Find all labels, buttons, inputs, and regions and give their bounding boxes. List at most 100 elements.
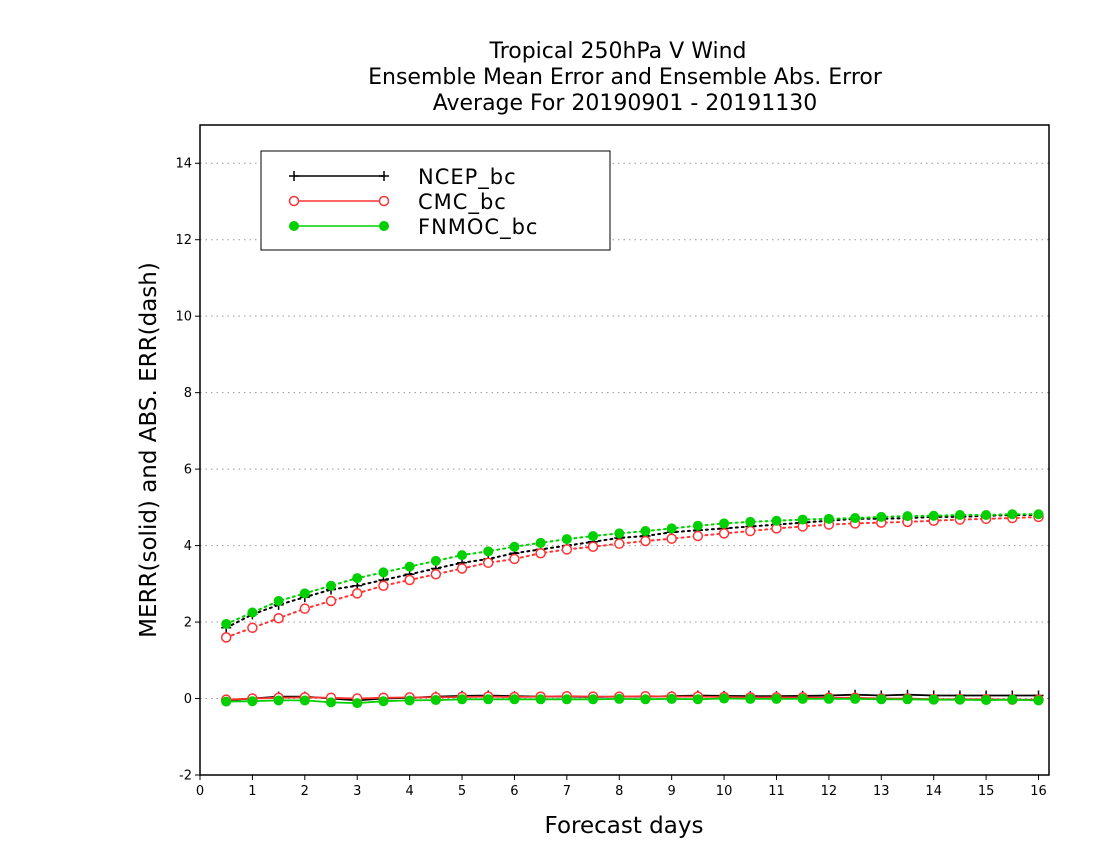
point-merr-fnmoc-bc (430, 695, 441, 706)
legend-marker-fnmoc-left (289, 221, 299, 231)
point-abs-err-fnmoc-bc (719, 518, 730, 529)
point-abs-err-cmc-bc (561, 544, 573, 555)
point-abs-err-fnmoc-bc (954, 510, 965, 520)
y-axis: -2 0 2 4 6 8 10 12 14 (175, 157, 200, 784)
legend-marker-cmc-right (378, 195, 390, 207)
point-abs-err-fnmoc-bc (640, 526, 651, 537)
y-axis-title: MERR(solid) and ABS. ERR(dash) (136, 262, 162, 638)
x-axis-title: Forecast days (545, 813, 704, 839)
x-tick-label: 8 (615, 784, 623, 799)
chart-title-line-1: Tropical 250hPa V Wind (488, 39, 746, 64)
point-merr-fnmoc-bc (299, 695, 310, 706)
x-tick-label: 0 (196, 784, 204, 799)
point-abs-err-fnmoc-bc (404, 561, 415, 572)
x-axis: 0 1 2 3 4 5 6 7 8 9 10 11 12 13 14 15 16 (196, 775, 1047, 799)
point-abs-err-fnmoc-bc (588, 531, 599, 542)
point-merr-fnmoc-bc (876, 694, 887, 705)
x-tick-label: 9 (668, 784, 676, 799)
point-abs-err-fnmoc-bc (850, 513, 861, 524)
point-merr-fnmoc-bc (561, 694, 572, 705)
point-abs-err-fnmoc-bc (457, 550, 468, 561)
y-tick-label: 6 (184, 463, 192, 478)
point-abs-err-cmc-bc (718, 528, 730, 539)
point-abs-err-cmc-bc (299, 603, 311, 614)
chart-title: Tropical 250hPa V Wind Ensemble Mean Err… (368, 39, 883, 116)
point-merr-fnmoc-bc (535, 694, 546, 705)
point-merr-fnmoc-bc (457, 694, 468, 705)
legend-label-ncep: NCEP_bc (418, 165, 517, 190)
point-merr-fnmoc-bc (1007, 694, 1018, 705)
point-merr-fnmoc-bc (745, 693, 756, 704)
x-tick-label: 13 (873, 784, 890, 799)
point-abs-err-cmc-bc (666, 533, 677, 544)
point-abs-err-fnmoc-bc (876, 511, 887, 522)
point-abs-err-fnmoc-bc (614, 528, 625, 539)
x-tick-label: 7 (563, 784, 571, 799)
abs-err-line-fnmoc-bc (225, 513, 1040, 625)
point-merr-fnmoc-bc (719, 693, 730, 704)
point-merr-fnmoc-bc (378, 696, 389, 707)
legend-marker-ncep (289, 171, 389, 181)
point-abs-err-cmc-bc (351, 588, 363, 599)
legend-label-cmc: CMC_bc (418, 190, 507, 215)
point-merr-fnmoc-bc (823, 693, 834, 704)
point-abs-err-fnmoc-bc (483, 546, 494, 557)
point-abs-err-cmc-bc (692, 530, 704, 542)
x-tick-label: 14 (925, 784, 942, 799)
y-tick-label: 12 (175, 233, 192, 248)
point-abs-err-fnmoc-bc (221, 618, 232, 629)
point-abs-err-cmc-bc (220, 632, 232, 643)
point-abs-err-cmc-bc (482, 557, 494, 569)
point-merr-fnmoc-bc (666, 693, 677, 704)
legend: NCEP_bc CMC_bc FNMOC_bc (260, 150, 611, 251)
point-merr-fnmoc-bc (981, 695, 992, 706)
y-tick-label: 14 (175, 157, 192, 172)
point-merr-fnmoc-bc (509, 694, 520, 705)
point-abs-err-fnmoc-bc (797, 514, 808, 525)
plot-series (220, 509, 1044, 709)
point-abs-err-fnmoc-bc (771, 515, 782, 526)
y-tick-label: -2 (179, 769, 192, 784)
point-abs-err-fnmoc-bc (1007, 509, 1018, 520)
legend-marker-cmc-left (288, 195, 300, 207)
point-abs-err-cmc-bc (273, 612, 284, 624)
point-merr-fnmoc-bc (614, 693, 625, 704)
abs-err-line-ncep-bc (225, 514, 1040, 629)
point-abs-err-cmc-bc (587, 541, 599, 552)
point-abs-err-fnmoc-bc (535, 537, 546, 548)
point-abs-err-cmc-bc (430, 569, 442, 580)
legend-marker-fnmoc-right (379, 221, 389, 231)
x-tick-label: 6 (510, 784, 518, 799)
point-abs-err-fnmoc-bc (666, 523, 677, 534)
chart-title-line-2: Ensemble Mean Error and Ensemble Abs. Er… (368, 65, 883, 90)
legend-item-ncep: NCEP_bc (289, 165, 517, 190)
point-abs-err-fnmoc-bc (326, 580, 337, 591)
point-merr-fnmoc-bc (588, 694, 599, 705)
x-tick-label: 1 (248, 784, 256, 799)
point-abs-err-fnmoc-bc (1033, 509, 1044, 520)
point-merr-fnmoc-bc (326, 697, 337, 708)
series-ncep-bc (221, 510, 1044, 706)
y-tick-label: 10 (175, 310, 192, 325)
y-tick-label: 8 (184, 386, 192, 401)
point-merr-fnmoc-bc (404, 695, 415, 706)
point-abs-err-cmc-bc (404, 574, 415, 586)
point-abs-err-fnmoc-bc (745, 516, 756, 527)
x-tick-label: 3 (353, 784, 361, 799)
point-merr-fnmoc-bc (273, 695, 284, 706)
x-tick-label: 2 (301, 784, 309, 799)
y-tick-label: 2 (184, 616, 192, 631)
point-abs-err-cmc-bc (745, 525, 756, 537)
point-abs-err-fnmoc-bc (299, 588, 310, 599)
point-abs-err-fnmoc-bc (378, 567, 389, 578)
series-cmc-bc (220, 511, 1044, 705)
point-abs-err-cmc-bc (325, 595, 337, 607)
point-abs-err-fnmoc-bc (692, 520, 703, 531)
x-tick-label: 15 (978, 784, 995, 799)
point-merr-fnmoc-bc (1033, 695, 1044, 706)
y-tick-label: 0 (184, 692, 192, 707)
x-tick-label: 16 (1030, 784, 1047, 799)
legend-label-fnmoc: FNMOC_bc (418, 215, 538, 240)
